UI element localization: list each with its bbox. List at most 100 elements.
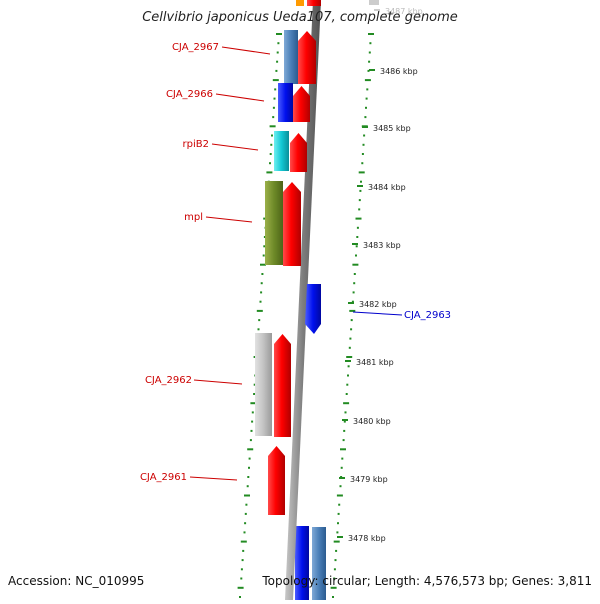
- tick-mark: [366, 88, 369, 91]
- tick-mark: [272, 79, 279, 82]
- tick-mark: [258, 319, 261, 322]
- tick-mark: [359, 189, 362, 192]
- tick-mark: [362, 143, 365, 146]
- scale-label: 3483 kbp: [363, 241, 401, 250]
- major-tick: [339, 477, 345, 479]
- tick-mark: [250, 429, 253, 432]
- tick-mark: [262, 254, 265, 257]
- tick-mark: [368, 33, 374, 35]
- scale-label: 3480 kbp: [353, 417, 391, 426]
- tick-mark: [353, 282, 356, 285]
- major-tick: [337, 536, 343, 538]
- tick-mark: [349, 309, 356, 312]
- tick-mark: [276, 51, 279, 54]
- tick-mark: [247, 448, 254, 451]
- cog-bar: [274, 131, 289, 171]
- backbone-line: [285, 0, 321, 600]
- tick-mark: [361, 162, 364, 165]
- tick-mark: [276, 60, 279, 63]
- cds-arrow: [283, 182, 301, 266]
- tick-mark: [237, 586, 244, 589]
- tick-mark: [250, 402, 257, 405]
- tick-mark: [260, 282, 263, 285]
- tick-mark: [263, 236, 266, 238]
- major-tick: [348, 302, 354, 304]
- tick-mark: [356, 226, 359, 229]
- cog-bar: [295, 526, 309, 600]
- label-leader-line: [215, 93, 265, 102]
- tick-mark: [276, 33, 282, 35]
- tick-mark: [247, 476, 250, 478]
- tick-mark: [249, 439, 252, 442]
- tick-mark: [271, 134, 273, 137]
- tick-mark: [364, 116, 367, 119]
- tick-mark: [239, 596, 241, 598]
- cds-arrow: [268, 446, 285, 515]
- tick-mark: [259, 300, 262, 303]
- label-leader-line: [189, 476, 238, 481]
- tick-mark: [355, 217, 362, 220]
- tick-mark: [272, 116, 275, 119]
- tick-mark: [240, 577, 243, 580]
- tick-mark: [333, 540, 340, 543]
- tick-mark: [364, 79, 371, 82]
- scale-label: 3485 kbp: [373, 124, 411, 133]
- tick-mark: [339, 485, 342, 488]
- tick-mark: [241, 559, 244, 562]
- tick-mark: [260, 291, 263, 294]
- tick-mark: [243, 531, 246, 534]
- gene-label[interactable]: rpiB2: [183, 139, 209, 150]
- tick-mark: [248, 457, 251, 460]
- label-leader-line: [211, 143, 259, 151]
- cds-arrow: [307, 0, 321, 6]
- backbone: [285, 0, 321, 600]
- tick-mark: [368, 60, 371, 63]
- scale-label: 3482 kbp: [359, 300, 397, 309]
- tick-mark: [352, 291, 355, 294]
- tick-mark: [333, 568, 336, 571]
- tick-mark: [345, 393, 348, 395]
- tick-mark: [363, 134, 366, 137]
- tick-mark: [343, 420, 346, 423]
- label-leader-line: [205, 216, 253, 223]
- gene-label[interactable]: CJA_2967: [172, 42, 219, 53]
- tick-mark: [272, 106, 275, 109]
- tick-mark: [253, 383, 256, 386]
- tick-mark: [368, 51, 371, 54]
- tick-mark: [338, 503, 341, 506]
- tick-mark: [242, 549, 245, 552]
- tick-mark: [244, 512, 247, 515]
- gene-label[interactable]: CJA_2963: [404, 310, 451, 321]
- tick-mark: [253, 393, 256, 395]
- tick-mark: [336, 531, 339, 534]
- tick-mark: [275, 69, 278, 72]
- tick-mark: [340, 466, 343, 469]
- right-tick-column: [330, 33, 374, 598]
- gene-label[interactable]: mpl: [184, 212, 203, 223]
- cog-bar: [296, 0, 304, 6]
- tick-mark: [355, 245, 358, 248]
- tick-mark: [355, 254, 357, 257]
- scale-label: 3479 kbp: [350, 475, 388, 484]
- cog-bar: [265, 181, 283, 265]
- gene-label[interactable]: CJA_2961: [140, 472, 187, 483]
- tick-mark: [358, 171, 365, 174]
- topology-text: Topology: circular; Length: 4,576,573 bp…: [262, 574, 592, 588]
- major-tick: [342, 419, 348, 421]
- gene-label[interactable]: CJA_2966: [166, 89, 213, 100]
- tick-mark: [369, 0, 379, 5]
- tick-mark: [248, 466, 250, 469]
- gene-label[interactable]: CJA_2962: [145, 375, 192, 386]
- tick-mark: [340, 448, 346, 451]
- tick-mark: [358, 199, 361, 202]
- tick-mark: [251, 420, 254, 423]
- tick-mark: [244, 522, 247, 525]
- cds-arrow: [298, 31, 316, 84]
- tick-mark: [274, 88, 277, 91]
- tick-mark: [260, 263, 266, 266]
- cds-arrow: [290, 133, 307, 172]
- major-tick: [369, 69, 375, 71]
- label-leader-line: [352, 311, 403, 316]
- tick-mark: [337, 512, 340, 515]
- tick-mark: [261, 273, 264, 275]
